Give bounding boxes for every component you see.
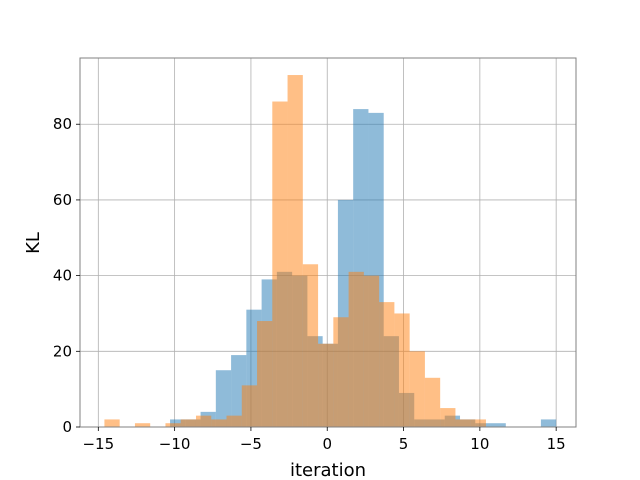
histogram-bar-series-2 bbox=[104, 419, 120, 427]
x-axis-ticks: −15 −10 −5 0 5 10 15 bbox=[82, 427, 566, 453]
x-tick-label: 0 bbox=[322, 435, 332, 453]
histogram-bar-series-2 bbox=[226, 415, 242, 427]
histogram-bar-series-2 bbox=[257, 321, 273, 427]
histogram-bar-series-2 bbox=[440, 408, 456, 427]
histogram-bar-series-2 bbox=[180, 419, 196, 427]
x-tick-label: 5 bbox=[399, 435, 409, 453]
histogram-bar-series-2 bbox=[302, 264, 319, 427]
plot-frame bbox=[79, 57, 577, 428]
histogram-bar-series-2 bbox=[134, 423, 151, 427]
histogram-bar-series-2 bbox=[241, 385, 258, 427]
histogram-bar-series-2 bbox=[348, 271, 364, 427]
x-tick-label: −15 bbox=[82, 435, 114, 453]
histogram-bar-series-2 bbox=[195, 415, 212, 427]
histogram-bar-series-2 bbox=[379, 302, 395, 427]
histogram-bars bbox=[104, 75, 557, 428]
histogram-bar-series-2 bbox=[470, 419, 486, 427]
y-tick-label: 60 bbox=[53, 191, 72, 209]
histogram-bar-series-2 bbox=[165, 423, 181, 427]
histogram-bar-series-1 bbox=[490, 423, 506, 427]
x-tick-label: −10 bbox=[159, 435, 191, 453]
histogram-bar-series-2 bbox=[333, 317, 349, 427]
histogram-bar-series-2 bbox=[394, 313, 410, 427]
histogram-bar-series-1 bbox=[540, 419, 557, 427]
histogram-bar-series-2 bbox=[318, 343, 334, 427]
histogram-bar-series-2 bbox=[363, 275, 380, 427]
x-tick-label: 15 bbox=[547, 435, 566, 453]
y-tick-label: 80 bbox=[53, 115, 72, 133]
histogram-bar-series-2 bbox=[272, 101, 288, 428]
y-tick-label: 20 bbox=[53, 342, 72, 360]
y-axis-label: KL bbox=[23, 232, 44, 254]
histogram-bar-series-2 bbox=[287, 75, 303, 428]
y-tick-label: 40 bbox=[53, 267, 72, 285]
y-axis-ticks: 0 20 40 60 80 bbox=[53, 115, 80, 436]
histogram-bar-series-1 bbox=[215, 370, 232, 427]
y-tick-label: 0 bbox=[62, 418, 72, 436]
x-axis-label: iteration bbox=[290, 460, 366, 480]
histogram-bar-series-2 bbox=[424, 377, 441, 427]
histogram-bar-series-2 bbox=[455, 419, 471, 427]
x-tick-label: 10 bbox=[470, 435, 489, 453]
x-tick-label: −5 bbox=[240, 435, 262, 453]
histogram-bar-series-2 bbox=[409, 351, 425, 427]
histogram-bar-series-2 bbox=[211, 419, 227, 427]
